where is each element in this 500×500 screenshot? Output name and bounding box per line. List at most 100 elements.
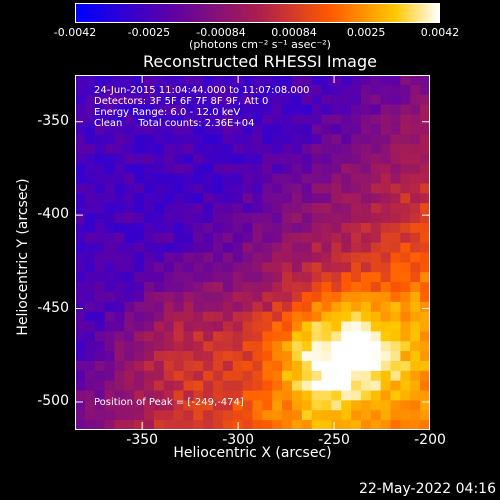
heatmap-cell xyxy=(114,242,125,254)
heatmap-cell xyxy=(203,163,214,175)
heatmap-cell xyxy=(134,232,145,244)
heatmap-cell xyxy=(331,173,342,185)
heatmap-cell xyxy=(242,213,254,224)
heatmap-cell xyxy=(222,144,234,155)
heatmap-cell xyxy=(420,341,430,352)
heatmap-cell xyxy=(272,84,283,96)
heatmap-cell xyxy=(311,272,323,283)
heatmap-cell xyxy=(242,341,254,352)
heatmap-cell xyxy=(124,242,135,254)
heatmap-cell xyxy=(193,134,204,145)
heatmap-cell xyxy=(311,183,323,194)
heatmap-cell xyxy=(341,222,352,234)
heatmap-cell xyxy=(104,222,116,234)
heatmap-cell xyxy=(203,104,214,116)
heatmap-cell xyxy=(301,331,313,342)
heatmap-cell xyxy=(370,252,382,263)
heatmap-cell xyxy=(291,291,303,303)
heatmap-cell xyxy=(351,183,362,194)
heatmap-cell xyxy=(213,380,224,392)
heatmap-cell xyxy=(360,75,372,86)
heatmap-cell xyxy=(232,262,244,273)
heatmap-cell xyxy=(420,242,430,254)
heatmap-cell xyxy=(104,213,116,224)
heatmap-cell xyxy=(331,291,342,303)
heatmap-cell xyxy=(272,242,283,254)
heatmap-cell xyxy=(400,331,411,342)
heatmap-cell xyxy=(94,272,106,283)
heatmap-cell xyxy=(94,134,106,145)
heatmap-cell xyxy=(410,410,421,421)
heatmap-cell xyxy=(242,75,254,86)
heatmap-cell xyxy=(163,400,175,411)
heatmap-cell xyxy=(262,213,273,224)
heatmap-cell xyxy=(104,163,116,175)
heatmap-cell xyxy=(390,390,402,402)
heatmap-cell xyxy=(203,321,214,332)
heatmap-cell xyxy=(400,183,411,194)
heatmap-cell xyxy=(153,341,165,352)
heatmap-cell xyxy=(183,104,194,116)
heatmap-cell xyxy=(360,222,372,234)
x-tick-label: -350 xyxy=(126,432,159,448)
colorbar xyxy=(75,3,440,23)
heatmap-cell xyxy=(193,222,204,234)
heatmap-cell xyxy=(242,321,254,332)
heatmap-cell xyxy=(203,370,214,382)
heatmap-cell xyxy=(252,114,263,125)
heatmap-cell xyxy=(311,282,323,293)
heatmap-cell xyxy=(321,252,332,263)
heatmap-cell xyxy=(173,114,185,125)
heatmap-cell xyxy=(291,104,303,116)
heatmap-cell xyxy=(183,173,194,185)
heatmap-cell xyxy=(420,331,430,342)
heatmap-cell xyxy=(321,232,332,244)
heatmap-cell xyxy=(183,291,194,303)
heatmap-cell xyxy=(380,282,392,293)
heatmap-cell xyxy=(242,104,254,116)
heatmap-cell xyxy=(213,75,224,86)
heatmap-cell xyxy=(203,203,214,214)
heatmap-cell xyxy=(272,420,283,430)
heatmap-cell xyxy=(380,232,392,244)
heatmap-cell xyxy=(94,370,106,382)
heatmap-cell xyxy=(282,114,293,125)
heatmap-cell xyxy=(213,124,224,135)
heatmap-cell xyxy=(232,134,244,145)
heatmap-cell xyxy=(420,232,430,244)
heatmap-cell xyxy=(351,173,362,185)
heatmap-cell xyxy=(351,360,362,372)
axis-ticks xyxy=(75,75,430,430)
heatmap-cell xyxy=(262,341,273,352)
heatmap-cell xyxy=(410,380,421,392)
heatmap-cell xyxy=(351,291,362,303)
heatmap-cell xyxy=(360,232,372,244)
heatmap-cell xyxy=(351,232,362,244)
heatmap-cell xyxy=(193,380,204,392)
heatmap-cell xyxy=(272,321,283,332)
heatmap-cell xyxy=(144,420,155,430)
heatmap-cell xyxy=(282,420,293,430)
heatmap-cell xyxy=(173,193,185,204)
heatmap-cell xyxy=(232,351,244,362)
heatmap-cell xyxy=(153,400,165,411)
heatmap-cell xyxy=(370,410,382,421)
heatmap-cell xyxy=(272,291,283,303)
heatmap-cell xyxy=(114,134,125,145)
heatmap-cell xyxy=(272,341,283,352)
heatmap-cell xyxy=(114,400,125,411)
heatmap-cell xyxy=(341,213,352,224)
heatmap-cell xyxy=(341,380,352,392)
heatmap-cell xyxy=(272,262,283,273)
heatmap-cell xyxy=(370,104,382,116)
heatmap-cell xyxy=(321,321,332,332)
heatmap-cell xyxy=(124,400,135,411)
heatmap-cell xyxy=(94,282,106,293)
heatmap-cell xyxy=(144,301,155,313)
heatmap-cell xyxy=(153,193,165,204)
heatmap-cell xyxy=(134,173,145,185)
heatmap-cell xyxy=(242,84,254,96)
heatmap-cell xyxy=(252,252,263,263)
heatmap-cell xyxy=(75,262,86,273)
heatmap-cell xyxy=(193,262,204,273)
